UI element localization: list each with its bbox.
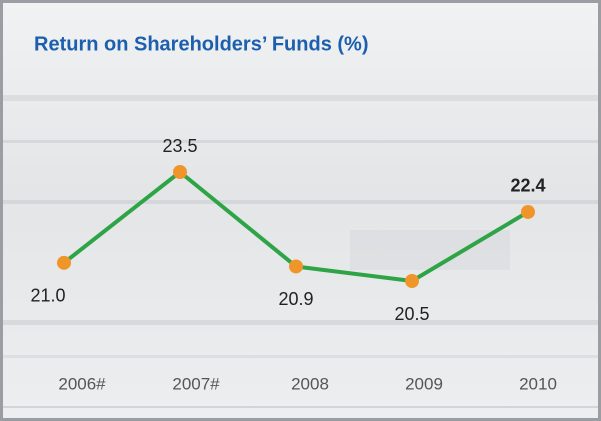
marker: [173, 165, 187, 179]
x-tick-label: 2006#: [58, 374, 106, 393]
x-tick-label: 2008: [291, 374, 329, 393]
marker: [289, 259, 303, 273]
marker: [405, 274, 419, 288]
x-tick-label: 2009: [405, 374, 443, 393]
chart: Return on Shareholders’ Funds (%) 2006# 2…: [0, 0, 601, 421]
x-tick-label: 2010: [519, 374, 557, 393]
value-label: 20.9: [278, 289, 313, 309]
page: Return on Shareholders’ Funds (%) 2006# 2…: [0, 0, 601, 421]
marker: [57, 256, 71, 270]
x-tick-label: 2007#: [172, 374, 220, 393]
value-label: 23.5: [162, 136, 197, 156]
chart-title: Return on Shareholders’ Funds (%): [34, 33, 368, 55]
value-label: 22.4: [510, 176, 545, 196]
value-label: 20.5: [394, 304, 429, 324]
marker: [521, 205, 535, 219]
value-label: 21.0: [30, 286, 65, 306]
